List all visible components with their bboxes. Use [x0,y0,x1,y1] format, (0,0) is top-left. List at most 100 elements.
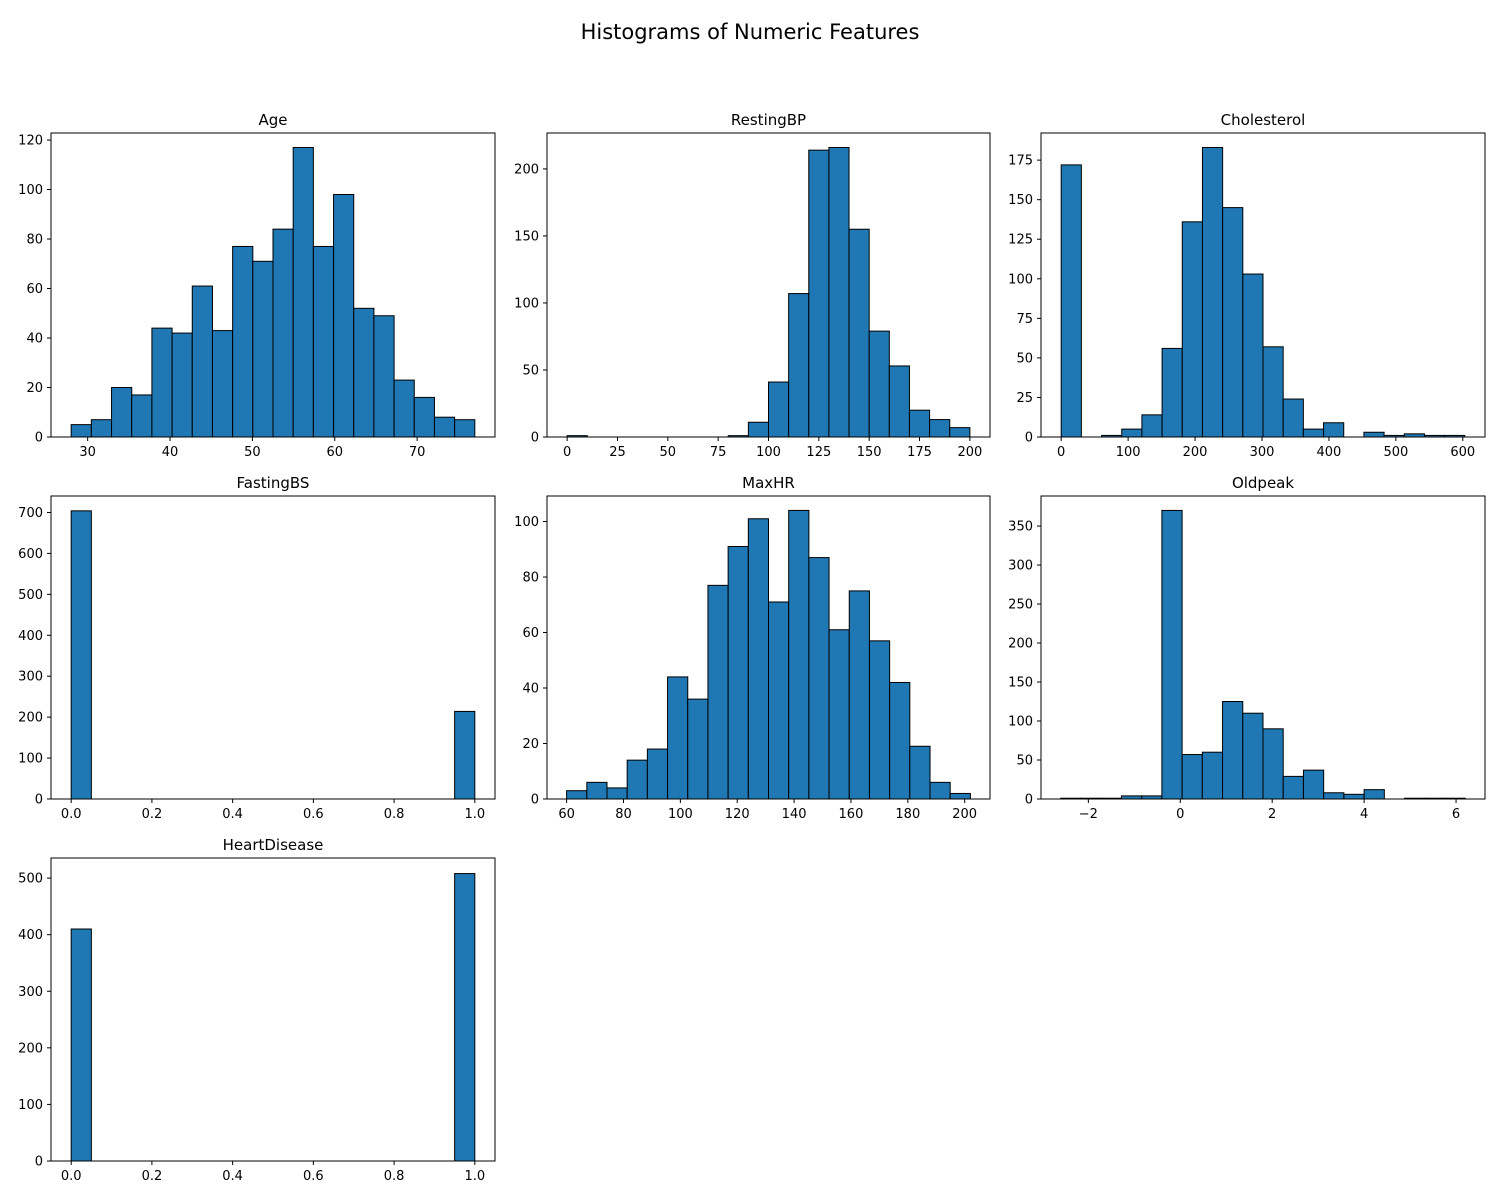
histogram-bar [252,260,274,438]
histogram-bar [848,590,870,800]
x-tick-label: 100 [756,445,781,460]
histogram-bar [1262,728,1284,800]
histogram-bar [788,509,810,800]
bars-oldpeak [1060,509,1466,800]
histogram-bar [768,381,790,438]
x-tick-label: 200 [957,445,982,460]
histogram-bar [1323,422,1345,438]
x-tick-label: 120 [725,807,750,822]
histogram-bar [848,228,870,438]
histogram-bar [90,419,113,438]
histogram-bar [413,396,435,438]
histogram-bar [1262,346,1284,438]
histogram-bar [454,419,476,438]
histogram-bar [707,584,729,800]
subplot-title: FastingBS [237,474,310,492]
y-tick-label: 250 [1008,598,1033,613]
histogram-bar [888,365,910,438]
histogram-bar [949,792,971,800]
histogram-bar [908,409,931,438]
x-tick-label: 1.0 [464,807,485,822]
figure-title: Histograms of Numeric Features [580,20,920,44]
histogram-bar [828,146,850,438]
x-tick-label: 50 [244,445,261,460]
histogram-bar [1141,414,1163,438]
y-tick-label: 50 [1016,351,1033,366]
subplot-fastingbs: FastingBS 0.0 0.2 0.4 0.6 0.8 1.0 0 100 200 300 400… [18,474,496,822]
axes-frame [50,132,496,438]
histogram-bar [1060,164,1082,438]
y-tick-label: 200 [1008,637,1033,652]
x-tick-label: 100 [1116,445,1141,460]
subplot-title: RestingBP [731,111,806,129]
y-tick-label: 80 [26,233,43,248]
x-tick-label: 125 [806,445,831,460]
histogram-bar [191,285,213,438]
x-tick-label: −2 [1079,807,1098,822]
histogram-bar [828,629,850,800]
y-tick-label: 100 [1008,272,1033,287]
histogram-bar [70,510,92,800]
x-tick-label: 80 [615,807,632,822]
y-tick-label: 350 [1008,520,1033,535]
y-tick-label: 400 [18,629,43,644]
histogram-bar [909,745,931,800]
histogram-bar [1201,751,1224,800]
x-tick-label: 180 [895,807,920,822]
y-tick-label: 200 [18,1041,43,1056]
histogram-bar [312,245,335,438]
histogram-bar [1181,221,1203,438]
subplot-title: HeartDisease [223,836,324,854]
subplot-oldpeak: Oldpeak −2 0 2 4 6 0 50 100 150 200 250 300 350 [1008,474,1486,822]
x-tick-label: 140 [782,807,807,822]
y-tick-label: 0 [531,793,539,808]
y-tick-label: 100 [18,183,43,198]
y-tick-label: 600 [18,547,43,562]
y-tick-label: 100 [18,1098,43,1113]
histogram-bar [211,330,234,438]
histogram-bar [353,307,375,438]
subplot-title: Age [258,111,287,129]
histogram-bar [1363,789,1385,800]
histogram-bar [433,416,456,438]
x-tick-label: 6 [1452,807,1460,822]
histogram-bar [70,928,92,1162]
x-tick-label: 2 [1268,807,1276,822]
histogram-bar [111,387,133,438]
y-tick-label: 100 [18,752,43,767]
histogram-bar [1302,428,1325,438]
bars-cholesterol [1060,146,1466,438]
histogram-bar [1161,347,1183,438]
histogram-bar [1302,769,1325,800]
histogram-bar [687,698,709,800]
histogram-bar [454,710,476,800]
x-tick-label: 0.8 [384,807,405,822]
x-tick-label: 0 [1057,445,1065,460]
subplot-restingbp: RestingBP 0 25 50 75 100 125 150 175 200 0 50 100 150… [514,111,991,460]
histogram-bar [1343,793,1365,800]
x-tick-label: 0.6 [303,807,324,822]
histogram-bar [171,332,193,438]
axes-frame [50,495,496,800]
histogram-bar [1323,792,1345,800]
histogram-bar [333,193,355,438]
x-tick-label: 25 [609,445,626,460]
x-tick-label: 1.0 [464,1169,485,1184]
histogram-bar [747,421,769,438]
histogram-bar [373,315,395,438]
x-tick-label: 0.4 [222,1169,243,1184]
histogram-bar [1282,775,1304,800]
histogram-bar [393,379,415,438]
histogram-bar [646,748,669,800]
x-tick-label: 0.8 [384,1169,405,1184]
bars-restingbp [566,146,971,438]
x-tick-label: 175 [907,445,932,460]
histogram-bar [1222,207,1244,438]
y-tick-label: 150 [514,229,539,244]
histogram-bar [454,873,476,1162]
subplot-title: Cholesterol [1221,111,1306,129]
y-tick-label: 175 [1008,154,1033,169]
y-tick-label: 500 [18,588,43,603]
x-tick-label: 160 [839,807,864,822]
bars-heartdisease [70,873,476,1162]
